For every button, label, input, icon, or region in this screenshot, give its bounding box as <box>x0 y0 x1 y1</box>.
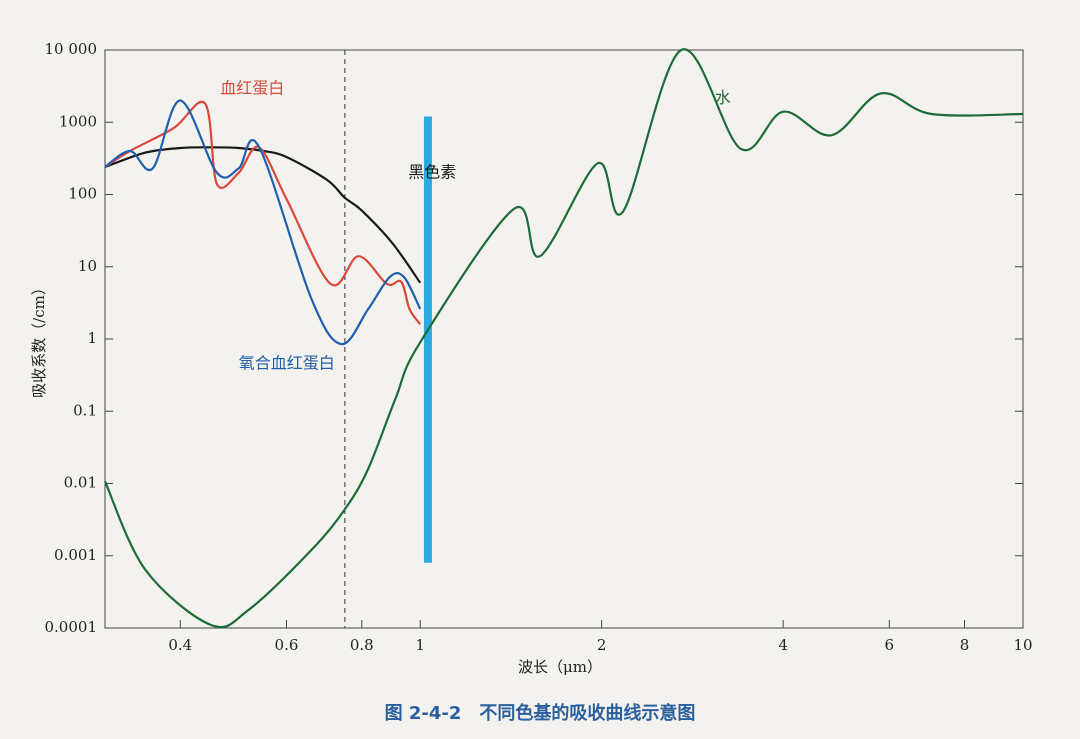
y-tick-label: 0.01 <box>64 474 97 492</box>
y-tick-label: 10 <box>78 257 97 275</box>
x-tick-label: 1 <box>415 636 425 654</box>
caption: 图 2-4-2 不同色基的吸收曲线示意图 <box>385 702 696 724</box>
x-tick-label: 10 <box>1013 636 1032 654</box>
x-tick-label: 6 <box>884 636 894 654</box>
series-line <box>104 146 422 284</box>
series-label: 黑色素 <box>408 162 456 181</box>
series-label: 氧合血红蛋白 <box>239 354 335 373</box>
x-axis-label: 波长（μm） <box>518 658 602 676</box>
x-tick-label: 0.4 <box>168 636 192 654</box>
y-axis-label: 吸收系数（/cm） <box>30 280 48 398</box>
y-tick-label: 0.1 <box>73 401 97 419</box>
x-tick-label: 0.6 <box>275 636 299 654</box>
series-line <box>104 99 422 346</box>
x-tick-label: 8 <box>960 636 970 654</box>
plot-frame <box>104 49 1024 629</box>
y-tick-label: 1000 <box>59 112 97 130</box>
y-tick-label: 100 <box>68 185 97 203</box>
y-tick-label: 0.001 <box>54 546 97 564</box>
y-tick-label: 10 000 <box>45 40 98 58</box>
y-tick-label: 1 <box>87 329 97 347</box>
y-tick-label: 0.0001 <box>45 618 98 636</box>
series-label: 血红蛋白 <box>220 78 284 97</box>
series-line <box>103 48 1024 629</box>
series-line <box>104 100 422 325</box>
series-label: 水 <box>715 88 731 107</box>
x-tick-label: 0.8 <box>350 636 374 654</box>
x-tick-label: 4 <box>778 636 788 654</box>
x-tick-label: 2 <box>597 636 607 654</box>
